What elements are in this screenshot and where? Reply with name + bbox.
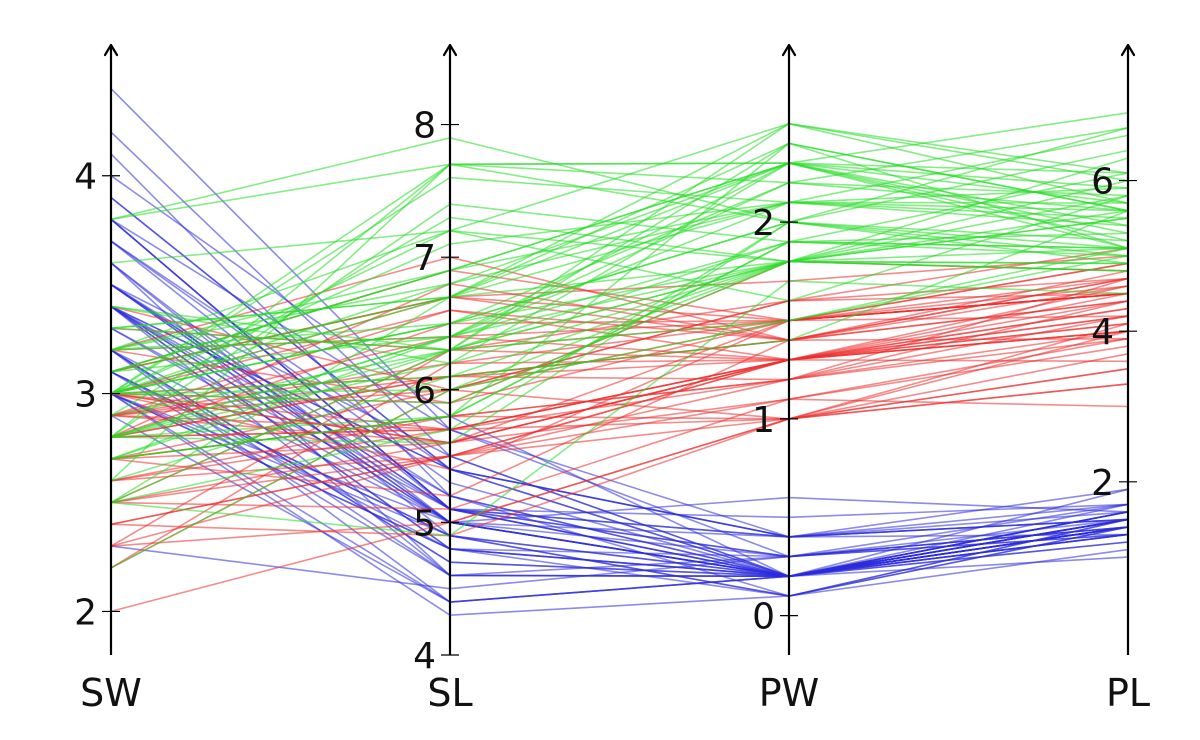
series-0-record-13: [110, 392, 1129, 617]
series-2-record-41: [110, 162, 1129, 373]
series-0-record-42: [110, 349, 1129, 603]
series-2-record-35: [110, 162, 1129, 395]
axes-layer: 2 3 4 SW 4 5 6 7 8 SL 0 1 2 PW 2 4 6 PL: [74, 43, 1150, 715]
series-2-record-43: [110, 162, 1129, 351]
series-1-record-48: [110, 398, 1129, 510]
series-2-record-7: [110, 157, 1129, 417]
tick-label-pl-2: 6: [1091, 162, 1114, 203]
tick-label-pl-0: 2: [1091, 463, 1114, 504]
series-1-record-49: [110, 322, 1129, 438]
series-0-record-31: [110, 305, 1129, 538]
series-1-record-29: [110, 368, 1129, 482]
tick-label-sw-2: 4: [74, 157, 97, 198]
tick-label-sl-2: 6: [413, 371, 436, 412]
series-1-record-40: [110, 300, 1129, 482]
series-1-record-23: [110, 277, 1129, 438]
series-2-record-34: [110, 209, 1129, 482]
series-0-record-45: [110, 392, 1129, 558]
series-1-record-42: [110, 330, 1129, 482]
series-2-record-44: [110, 122, 1129, 329]
tick-label-sl-1: 5: [413, 503, 436, 544]
series-2-record-45: [110, 162, 1129, 395]
series-2-record-31: [110, 136, 1129, 223]
series-1-record-47: [110, 307, 1129, 417]
tick-label-pl-1: 4: [1091, 312, 1114, 353]
series-2-record-48: [110, 162, 1129, 365]
axis-label-pw: PW: [759, 671, 820, 715]
series-0-record-46: [110, 218, 1129, 578]
axis-label-sw: SW: [80, 671, 142, 715]
series-1-record-19: [110, 337, 1129, 504]
tick-label-sw-1: 3: [74, 375, 97, 416]
axis-arrow-pw: [781, 43, 797, 57]
polyline-layer: [110, 88, 1129, 617]
axis-arrow-sl: [442, 43, 458, 57]
series-0-record-32: [110, 153, 1129, 597]
axis-label-pl: PL: [1106, 671, 1150, 715]
series-0-record-43: [110, 283, 1129, 524]
series-1-record-4: [110, 285, 1129, 438]
axis-label-sl: SL: [427, 671, 472, 715]
series-2-record-32: [110, 181, 1129, 438]
tick-label-pw-2: 2: [752, 203, 775, 244]
series-2-record-19: [110, 255, 1129, 569]
tick-label-sl-4: 8: [413, 106, 436, 147]
series-2-record-9: [110, 122, 1129, 264]
series-2-record-17: [110, 127, 1129, 221]
series-1-record-43: [110, 383, 1129, 547]
series-2-record-38: [110, 260, 1129, 395]
series-0-record-48: [110, 240, 1129, 578]
series-2-record-5: [110, 134, 1129, 395]
series-0-record-49: [110, 327, 1129, 578]
series-1-record-35: [110, 292, 1129, 391]
axis-arrow-sw: [103, 43, 119, 57]
tick-label-sl-3: 7: [413, 238, 436, 279]
series-2-record-12: [110, 201, 1129, 395]
series-2-record-39: [110, 201, 1129, 373]
series-2-record-47: [110, 221, 1129, 395]
series-2-record-33: [110, 247, 1129, 438]
series-1-record-31: [110, 353, 1129, 526]
tick-label-pw-0: 0: [752, 597, 775, 638]
series-2-record-27: [110, 260, 1129, 395]
series-2-record-49: [110, 247, 1129, 404]
series-2-record-6: [110, 280, 1129, 537]
series-1-record-45: [110, 315, 1129, 431]
tick-label-sl-0: 4: [413, 636, 436, 677]
tick-label-sw-0: 2: [74, 592, 97, 633]
series-1-record-30: [110, 345, 1129, 526]
series-0-record-8: [110, 414, 1129, 603]
series-2-record-42: [110, 240, 1129, 460]
series-2-record-37: [110, 217, 1129, 373]
series-2-record-46: [110, 240, 1129, 504]
axis-arrow-pl: [1120, 43, 1136, 57]
tick-label-pw-1: 1: [752, 400, 775, 441]
